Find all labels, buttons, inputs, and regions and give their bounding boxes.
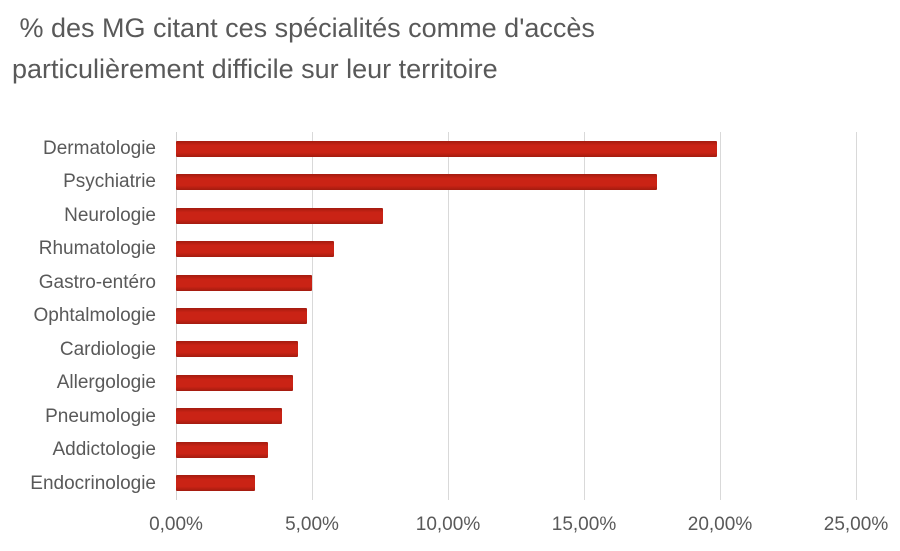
category-label-rhumatologie: Rhumatologie <box>38 238 156 260</box>
bar-gastro-entero <box>176 274 312 291</box>
x-axis-tick-label: 15,00% <box>551 514 617 535</box>
bar-dermatologie <box>176 140 718 157</box>
bar-cardiologie <box>176 341 299 358</box>
bar-ophtalmologie <box>176 308 307 324</box>
bar-neurologie <box>176 207 383 224</box>
gridline <box>720 132 721 500</box>
bar-psychiatrie <box>176 174 658 191</box>
bar-pneumologie <box>176 408 283 425</box>
category-label-neurologie: Neurologie <box>64 204 156 226</box>
plot-area <box>176 132 857 500</box>
gridline <box>448 132 449 500</box>
x-axis-tick-label: 25,00% <box>823 514 889 535</box>
x-axis-tick-label: 20,00% <box>687 514 753 535</box>
x-axis-tick-label: 0,00% <box>149 514 203 535</box>
category-label-addictologie: Addictologie <box>52 439 156 461</box>
bar-endocrinologie <box>176 475 255 492</box>
category-label-cardiologie: Cardiologie <box>59 338 156 360</box>
x-axis-tick-label: 10,00% <box>415 514 481 535</box>
x-axis-tick-labels: 0,00% 5,00% 10,00% 15,00% 20,00% 25,00% <box>149 514 888 544</box>
gridline <box>312 132 313 500</box>
y-axis-category-labels: Dermatologie Psychiatrie Neurologie Rhumato… <box>0 132 156 500</box>
category-label-ophtalmologie: Ophtalmologie <box>33 305 156 327</box>
chart-title-line-2: particulièrement difficile sur leur terr… <box>12 54 498 84</box>
category-label-dermatologie: Dermatologie <box>43 138 156 159</box>
bar-allergologie <box>176 374 293 391</box>
chart-title-line-1: % des MG citant ces spécialités comme d'… <box>12 13 595 43</box>
category-label-pneumologie: Pneumologie <box>45 405 156 427</box>
gridline <box>584 132 585 500</box>
category-label-endocrinologie: Endocrinologie <box>30 472 156 494</box>
x-axis-tick-label: 5,00% <box>285 514 339 535</box>
category-label-gastro-entero: Gastro-entéro <box>38 271 156 293</box>
category-label-allergologie: Allergologie <box>56 372 156 394</box>
bar-rhumatologie <box>176 241 334 258</box>
bar-addictologie <box>176 441 269 458</box>
category-label-psychiatrie: Psychiatrie <box>63 171 156 193</box>
gridline <box>856 132 857 500</box>
chart-title: % des MG citant ces spécialités comme d'… <box>12 8 872 90</box>
